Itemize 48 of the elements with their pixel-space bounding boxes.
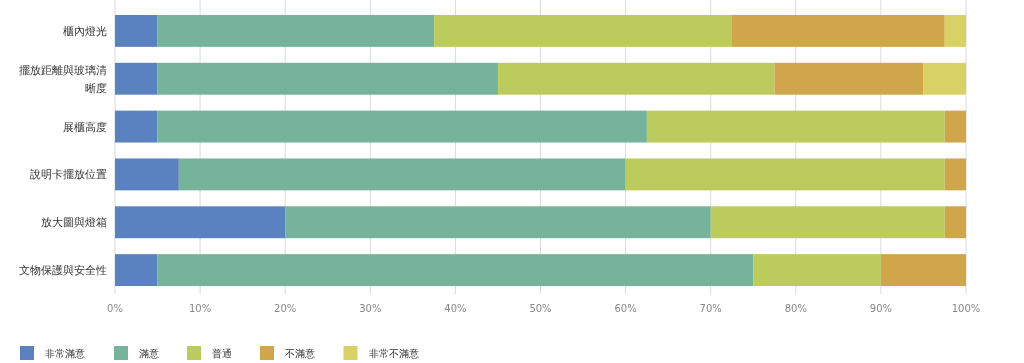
y-tick-label: 櫃內燈光 [63,24,107,38]
legend-label: 不滿意 [285,348,315,359]
bar [944,14,966,47]
bar [880,254,966,287]
bar [710,206,945,239]
x-tick-label: 10% [188,303,212,314]
bar [115,254,158,287]
bar [157,62,498,95]
x-tick-label: 30% [359,303,382,314]
y-tick-label: 放大圖與燈箱 [41,216,107,230]
y-tick-label: 說明卡擺放位置 [30,168,107,182]
legend-label: 非常不滿意 [368,348,419,359]
y-tick-label: 展櫃高度 [63,120,107,134]
x-tick-label: 60% [614,303,637,314]
x-tick-label: 20% [274,303,297,314]
bar [646,110,945,143]
x-tick-label: 90% [869,303,893,314]
bar [944,110,966,143]
bar [434,14,732,47]
legend-label: 非常滿意 [45,348,85,359]
legend-label: 普通 [212,348,232,359]
bar [731,14,945,47]
bar [497,62,775,95]
x-tick-label: 80% [784,303,807,314]
bar [115,206,286,239]
bar [115,110,158,143]
bar [157,14,435,47]
bar [774,62,924,95]
y-tick-label: 擺放距離與玻璃清晰度 [19,63,107,95]
bar [285,206,711,239]
x-tick-label: 100% [951,303,981,314]
x-tick-label: 40% [444,303,467,314]
bar [157,254,754,287]
x-tick-label: 0% [107,303,123,314]
bar [923,62,966,95]
bar [178,158,626,191]
bar [944,158,966,191]
bar [115,62,158,95]
legend-label: 滿意 [139,348,159,359]
bar [753,254,881,287]
bar [115,158,179,191]
bar [157,110,647,143]
y-tick-label: 文物保護與安全性 [19,264,107,278]
bar [115,14,158,47]
bar [625,158,945,191]
x-tick-label: 70% [699,303,722,314]
x-tick-label: 50% [529,303,552,314]
bar [944,206,966,239]
